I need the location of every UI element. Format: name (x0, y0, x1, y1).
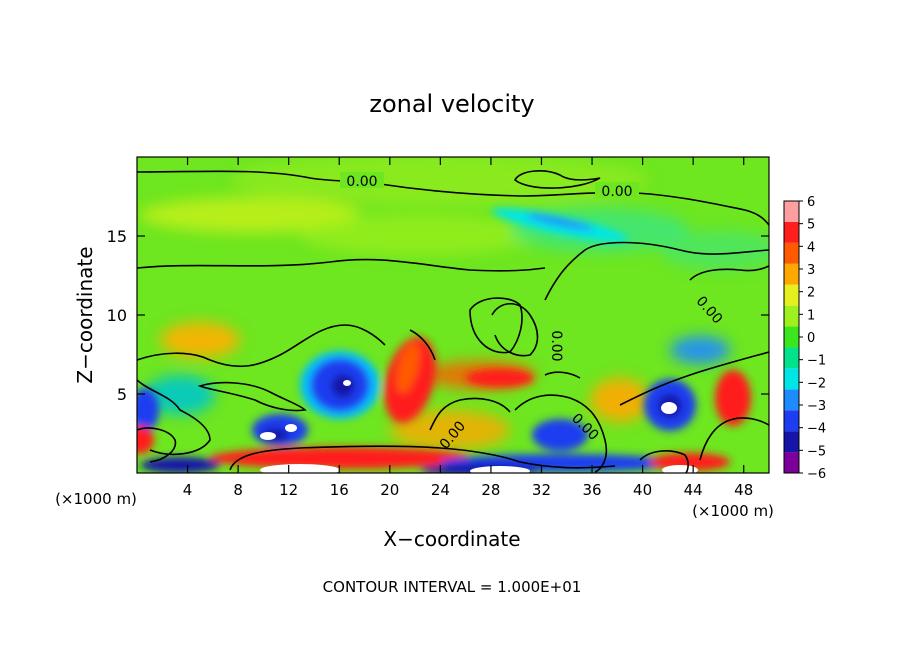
colorbar-label: −1 (807, 354, 826, 369)
colorbar-swatch (784, 389, 799, 411)
x-tick-label: 28 (481, 481, 500, 499)
x-tick-label: 44 (684, 481, 703, 499)
x-tick-label: 20 (380, 481, 399, 499)
zero-contours (137, 170, 769, 473)
colorbar-label: −4 (807, 422, 826, 437)
colorbar-label: −5 (807, 444, 826, 459)
contour-interval-note: CONTOUR INTERVAL = 1.000E+01 (323, 578, 582, 596)
colorbar-swatch (784, 326, 799, 348)
contour-label: 0.00 (601, 184, 632, 200)
white-extrema (260, 380, 698, 473)
x-tick-label: 12 (279, 481, 298, 499)
x-tick-label: 48 (734, 481, 753, 499)
x-tick-label: 8 (233, 481, 243, 499)
contour-label: 0.00 (346, 174, 377, 190)
y-tick-label: 10 (107, 306, 127, 325)
x-tick-label: 24 (431, 481, 450, 499)
x-unit-right: (×1000 m) (692, 502, 774, 520)
x-tick-label: 40 (633, 481, 652, 499)
colorbar-swatch (784, 221, 799, 243)
contour-label: 0.00 (548, 330, 564, 361)
colorbar-swatch (784, 452, 799, 473)
colorbar-label: 2 (807, 286, 815, 301)
colorbar-label: 6 (807, 195, 815, 210)
colorbar-swatch (784, 368, 799, 390)
colorbar-label: 1 (807, 308, 815, 323)
colorbar-swatch (784, 305, 799, 327)
colorbar-swatch (784, 431, 799, 453)
y-tick-label: 15 (107, 227, 127, 246)
colorbar-label: 4 (807, 240, 815, 255)
y-tick-label: 5 (117, 385, 127, 404)
x-unit-left: (×1000 m) (55, 490, 137, 508)
chart-title: zonal velocity (369, 90, 534, 118)
x-tick-label: 36 (582, 481, 601, 499)
colorbar-label: −2 (807, 376, 826, 391)
x-tick-label: 16 (330, 481, 349, 499)
x-axis-label: X−coordinate (383, 527, 520, 551)
colorbar-label: 3 (807, 263, 815, 278)
colorbar: −6 −5 −4 −3 −2 −1 0 1 2 3 4 5 6 (783, 195, 826, 482)
x-tick-label: 32 (532, 481, 551, 499)
heatmap-field: 0.00 0.00 0.00 0.00 0.00 0.00 (137, 157, 769, 473)
colorbar-label: −3 (807, 399, 826, 414)
colorbar-swatch (784, 347, 799, 369)
colorbar-label: 5 (807, 218, 815, 233)
x-tick-label: 4 (183, 481, 193, 499)
colorbar-swatch (784, 242, 799, 264)
y-axis-label: Z−coordinate (73, 246, 97, 383)
colorbar-label: −6 (807, 467, 826, 482)
colorbar-swatch (784, 263, 799, 285)
colorbar-swatch (784, 410, 799, 432)
colorbar-swatch (784, 284, 799, 306)
colorbar-swatch (784, 201, 799, 222)
colorbar-label: 0 (807, 331, 815, 346)
